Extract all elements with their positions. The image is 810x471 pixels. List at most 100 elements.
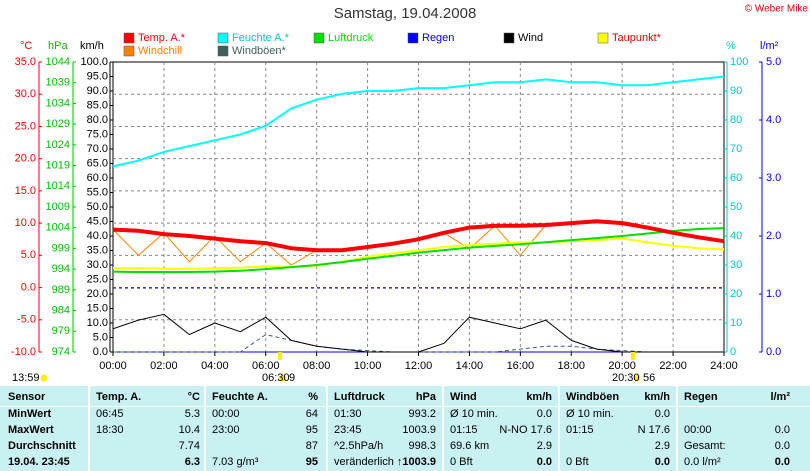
table-cell: Durchschnitt <box>8 440 76 452</box>
legend-swatch <box>597 32 609 44</box>
table-cell: 6.3 <box>185 456 200 468</box>
annotation: 56 <box>643 372 655 384</box>
y-tick-label: 90.0 <box>87 85 108 97</box>
series-line <box>112 75 725 168</box>
legend-label: Regen <box>422 32 454 44</box>
y-tick-label: 55.0 <box>87 186 108 198</box>
table-background <box>0 386 810 471</box>
table-cell: 01:15 <box>450 424 478 436</box>
y-tick-label: 20 <box>730 288 742 300</box>
annotation: 06:30 <box>262 372 290 384</box>
x-tick-label: 14:00 <box>456 360 484 372</box>
y-tick-label: 20.0 <box>15 153 36 165</box>
x-tick-label: 02:00 <box>150 360 178 372</box>
y-tick-label: 999 <box>52 242 70 254</box>
table-cell: MinWert <box>8 408 52 420</box>
y-tick-label: 2.0 <box>766 230 781 242</box>
y-tick-label: 1004 <box>46 222 70 234</box>
table-cell: 0.0 <box>775 456 790 468</box>
y-tick-label: 10 <box>730 317 742 329</box>
y-tick-label: 35.0 <box>15 56 36 68</box>
y-tick-label: 1009 <box>46 201 70 213</box>
table-divider <box>0 406 810 407</box>
table-cell: 998.3 <box>408 440 436 452</box>
y-tick-label: 45.0 <box>87 215 108 227</box>
axis-title: °C <box>20 40 32 52</box>
table-cell: 18:30 <box>96 424 124 436</box>
x-tick-label: 22:00 <box>659 360 687 372</box>
legend-label: Temp. A.* <box>138 32 186 44</box>
table-cell: 00:00 <box>684 424 712 436</box>
y-tick-label: 1.0 <box>766 288 781 300</box>
y-tick-label: 5.0 <box>21 249 36 261</box>
table-cell: N 17.6 <box>638 424 670 436</box>
sun-icon <box>279 374 287 382</box>
axis-title: hPa <box>48 40 68 52</box>
table-divider <box>442 386 444 471</box>
y-tick-label: 3.0 <box>766 172 781 184</box>
x-tick-label: 18:00 <box>557 360 585 372</box>
y-tick-label: 1034 <box>46 97 70 109</box>
table-cell: 64 <box>306 408 318 420</box>
y-tick-label: 1019 <box>46 159 70 171</box>
table-cell: 10.4 <box>179 424 200 436</box>
table-divider <box>204 386 206 471</box>
table-cell: 5.3 <box>185 408 200 420</box>
x-tick-label: 06:00 <box>252 360 280 372</box>
chart-title: Samstag, 19.04.2008 <box>334 5 477 22</box>
y-tick-label: 4.0 <box>766 114 781 126</box>
annotation: 9 <box>289 372 295 384</box>
sun-marker <box>631 352 635 360</box>
table-header: Sensor <box>8 391 46 403</box>
table-cell: 2.9 <box>655 440 670 452</box>
table-cell: 19.04. 23:45 <box>8 456 70 468</box>
axis-title: km/h <box>80 40 104 52</box>
table-cell: 23:00 <box>212 424 240 436</box>
x-tick-label: 24:00 <box>710 360 738 372</box>
y-tick-label: 40 <box>730 230 742 242</box>
table-cell: 01:30 <box>334 408 362 420</box>
y-tick-label: 60 <box>730 172 742 184</box>
series-line <box>112 227 725 273</box>
table-divider <box>558 386 560 471</box>
y-tick-label: -10.0 <box>11 346 36 358</box>
y-tick-label: 15.0 <box>15 185 36 197</box>
legend-swatch <box>123 45 135 57</box>
y-tick-label: 10.0 <box>87 317 108 329</box>
y-tick-label: 0 <box>730 346 736 358</box>
table-header: Luftdruck <box>334 391 386 403</box>
y-tick-label: 10.0 <box>15 217 36 229</box>
table-header: hPa <box>416 391 437 403</box>
series-line <box>112 219 725 253</box>
legend-swatch <box>217 32 229 44</box>
x-tick-label: 10:00 <box>354 360 382 372</box>
table-header: % <box>308 391 318 403</box>
table-cell: 0.0 <box>537 456 552 468</box>
table-cell: 95 <box>306 424 318 436</box>
table-cell: veränderlich <box>334 456 394 468</box>
table-cell: Gesamt: <box>684 440 726 452</box>
y-tick-label: 25.0 <box>15 120 36 132</box>
y-tick-label: 994 <box>52 263 70 275</box>
table-header: Regen <box>684 391 718 403</box>
table-cell: Ø 10 min. <box>450 408 498 420</box>
table-cell: ^2.5hPa/h <box>334 440 383 452</box>
table-cell: 7.03 g/m³ <box>212 456 259 468</box>
axis-title: % <box>726 40 736 52</box>
table-cell: 06:45 <box>96 408 124 420</box>
table-cell: Ø 10 min. <box>566 408 614 420</box>
y-tick-label: 5.0 <box>93 331 108 343</box>
legend-label: Taupunkt* <box>612 32 662 44</box>
y-tick-label: 100.0 <box>80 56 108 68</box>
axis-title: l/m² <box>760 40 779 52</box>
table-header: Windböen <box>566 391 619 403</box>
legend-label: Feuchte A.* <box>232 32 290 44</box>
y-tick-label: 30 <box>730 259 742 271</box>
y-tick-label: 80 <box>730 114 742 126</box>
annotation: 20:30 <box>612 372 640 384</box>
legend-swatch <box>217 45 229 57</box>
table-cell: 993.2 <box>408 408 436 420</box>
x-tick-label: 04:00 <box>201 360 229 372</box>
table-cell: 2.9 <box>537 440 552 452</box>
